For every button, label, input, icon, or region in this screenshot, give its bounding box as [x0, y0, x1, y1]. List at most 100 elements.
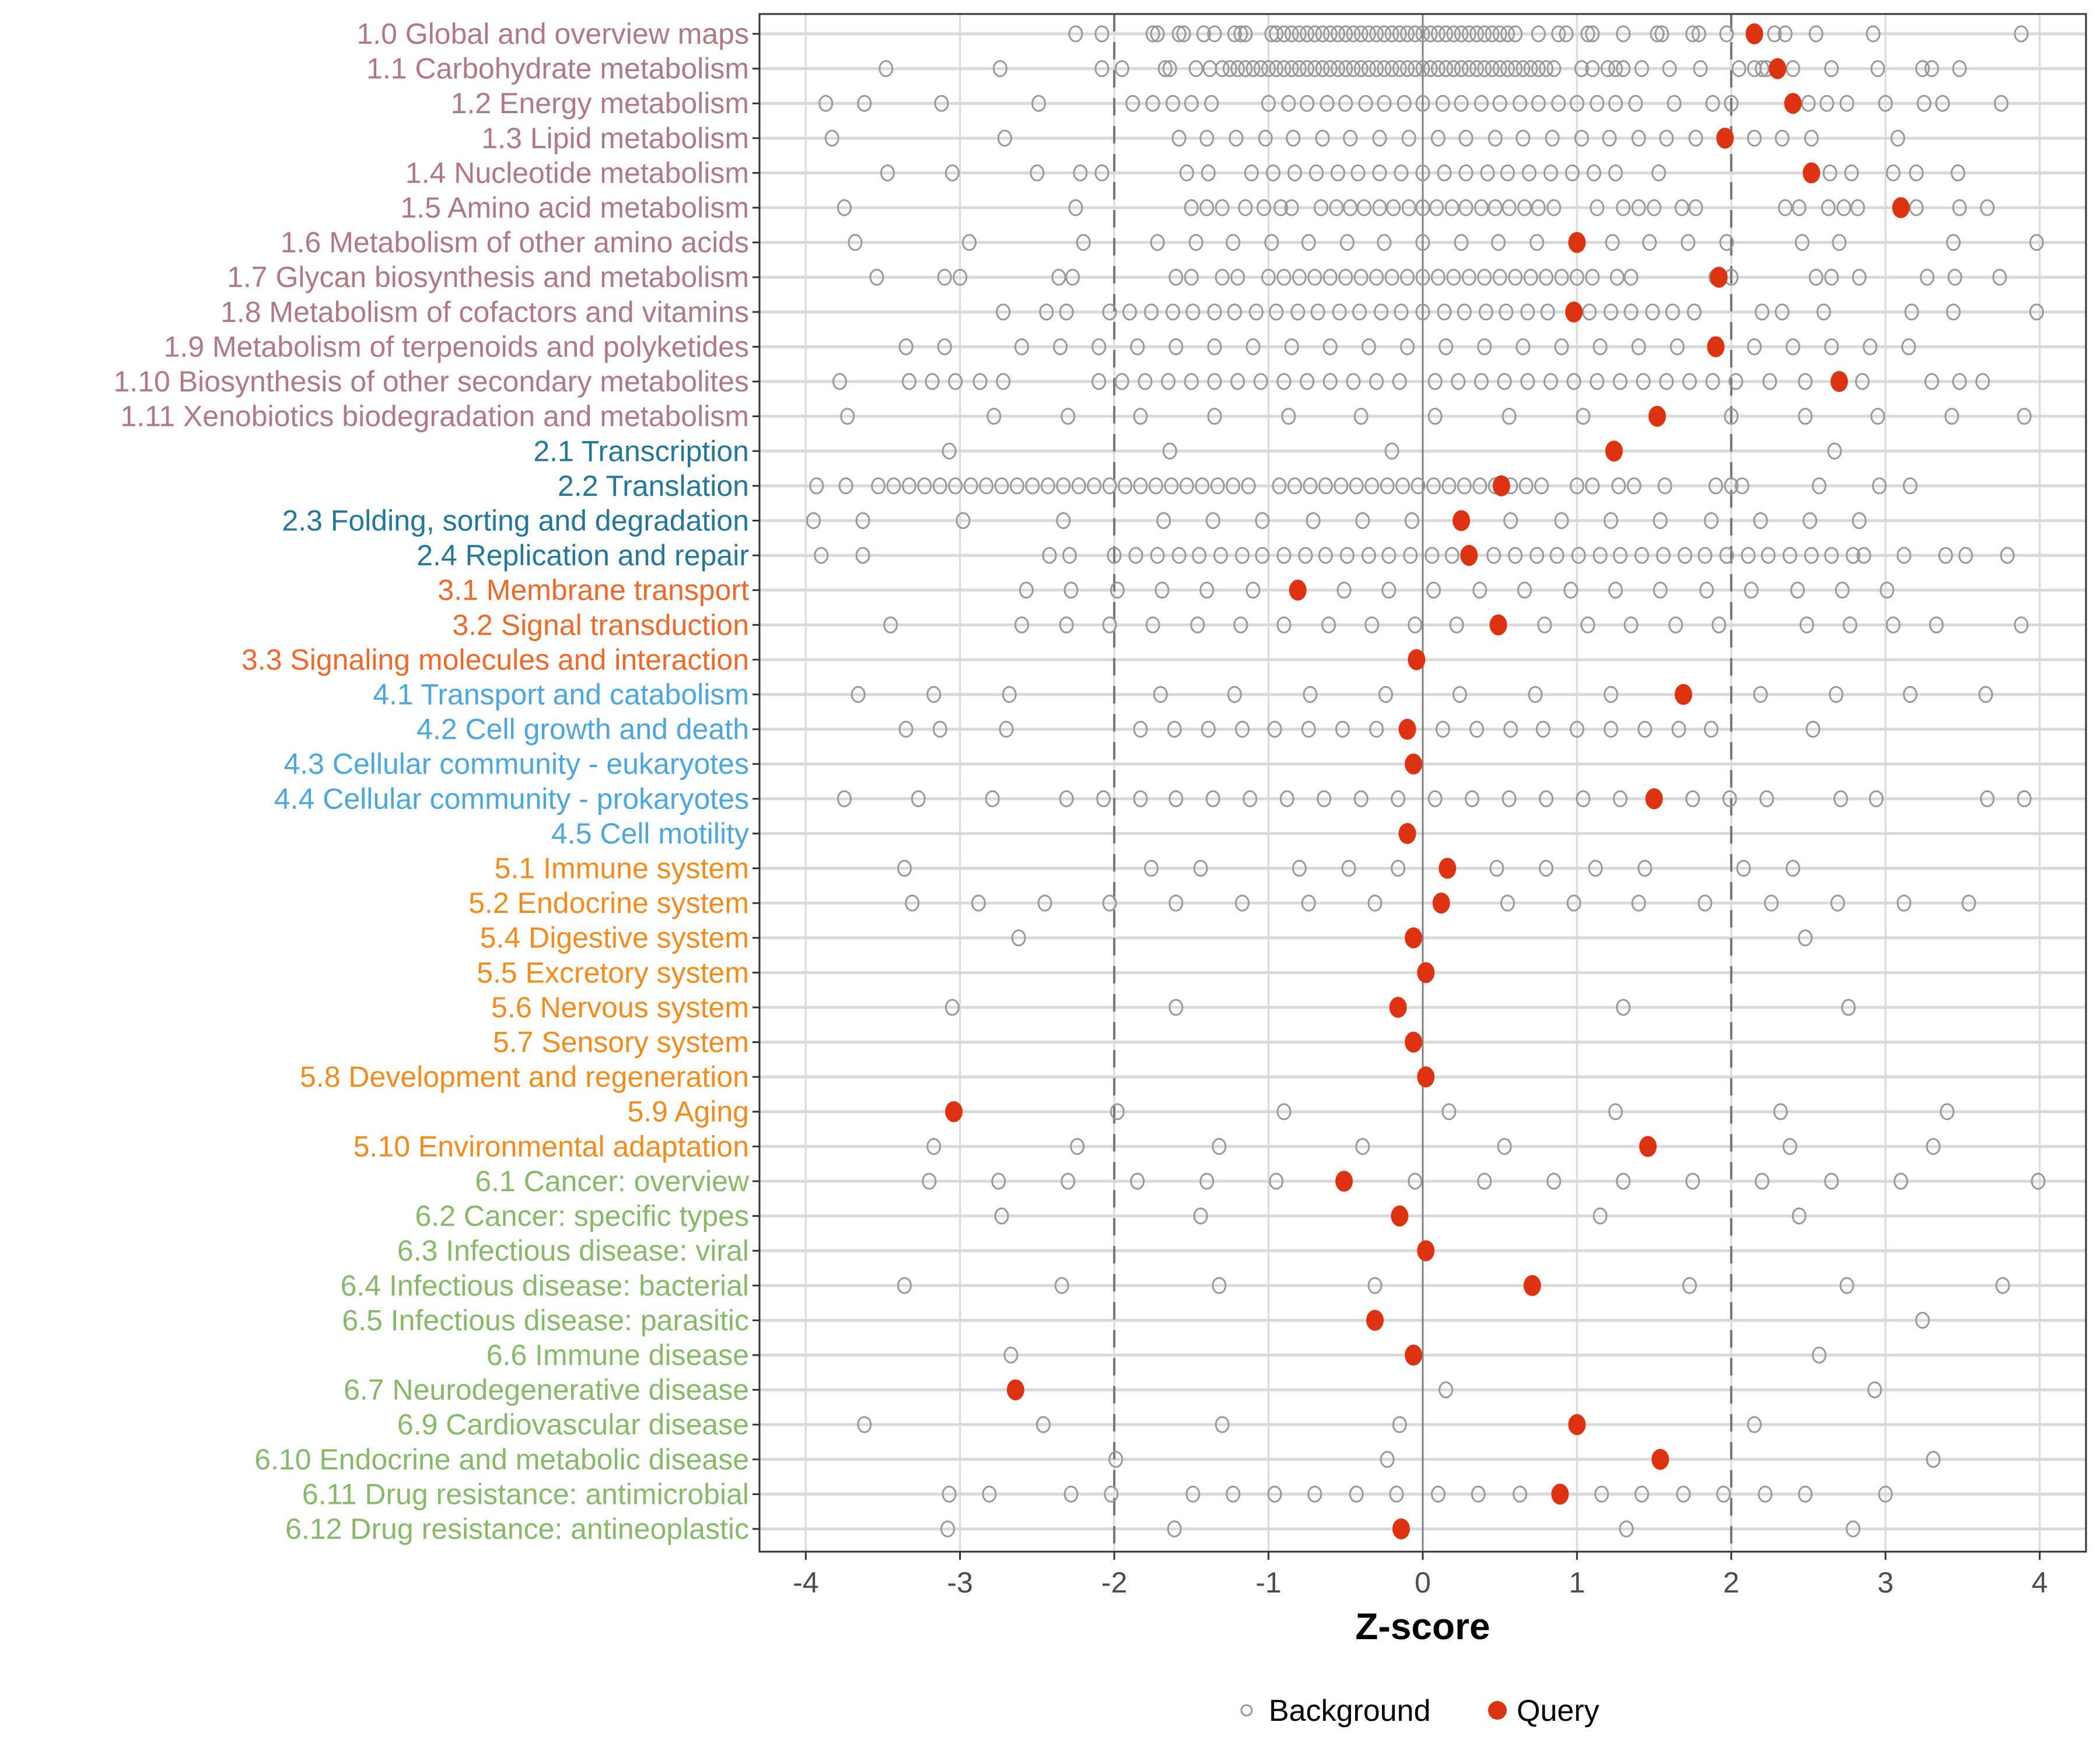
background-point [1309, 164, 1324, 181]
background-point [1530, 234, 1545, 251]
background-point [1674, 199, 1689, 216]
y-tick-label: 4.5 Cell motility [551, 817, 749, 850]
background-point [1716, 1485, 1731, 1503]
background-point [1608, 582, 1623, 599]
background-point [1753, 685, 1768, 703]
background-point [1741, 547, 1756, 564]
background-point [1585, 60, 1600, 78]
background-point [1992, 268, 2007, 286]
background-point [1253, 60, 1268, 78]
background-point [1276, 25, 1292, 43]
background-point [1868, 790, 1884, 807]
background-point [1384, 60, 1399, 78]
background-point [1824, 338, 1839, 355]
background-point [1408, 60, 1423, 78]
background-point [1059, 616, 1074, 634]
background-point [1774, 303, 1790, 321]
background-point [1130, 1172, 1145, 1190]
background-point [1469, 60, 1485, 78]
background-point [1157, 60, 1172, 78]
background-point [1516, 60, 1531, 78]
background-point [1415, 25, 1430, 43]
background-point [1391, 790, 1406, 807]
background-point [1256, 199, 1272, 216]
background-point [1688, 199, 1703, 216]
background-point [1791, 1208, 1807, 1225]
background-point [1712, 616, 1727, 634]
background-point [1060, 1172, 1076, 1190]
background-point [1824, 547, 1839, 564]
query-point [1405, 1031, 1423, 1053]
background-point [1353, 790, 1368, 807]
background-point [1392, 25, 1407, 43]
background-point [1724, 94, 1739, 112]
background-point [1952, 60, 1967, 78]
background-point [1130, 338, 1145, 355]
background-point [1150, 25, 1165, 43]
background-point [1540, 303, 1555, 321]
background-point [1353, 25, 1368, 43]
background-point [1104, 1485, 1119, 1503]
background-point [1958, 547, 1973, 564]
background-point [1438, 1381, 1454, 1399]
background-point [1612, 790, 1628, 807]
background-point [1435, 94, 1450, 112]
x-tick-label: -1 [1255, 1566, 1281, 1599]
background-point [1222, 60, 1237, 78]
background-point [1400, 60, 1415, 78]
query-points [945, 23, 1910, 1539]
background-point [1207, 303, 1222, 321]
background-point [1623, 303, 1639, 321]
background-point [1269, 1172, 1284, 1190]
background-point [1590, 373, 1605, 390]
background-point [1500, 164, 1515, 181]
background-point [942, 442, 957, 460]
y-tick-label: 6.9 Cardiovascular disease [397, 1408, 749, 1441]
query-point [1523, 1275, 1541, 1296]
background-point [1355, 1138, 1370, 1155]
background-point [1266, 164, 1281, 181]
query-point [1492, 475, 1510, 496]
background-point [1355, 512, 1370, 529]
background-point [1747, 338, 1762, 355]
background-point [932, 720, 947, 738]
background-point [1662, 60, 1677, 78]
background-point [1036, 1416, 1051, 1433]
background-point [1867, 1381, 1882, 1399]
background-point [1408, 616, 1423, 634]
query-point [1366, 1310, 1384, 1331]
background-point [1773, 1103, 1788, 1121]
background-point [1051, 268, 1066, 286]
background-point [1059, 303, 1074, 321]
y-tick-label: 6.7 Neurodegenerative disease [344, 1374, 749, 1406]
background-point [1133, 477, 1148, 495]
background-point [1353, 268, 1368, 286]
background-point [1369, 373, 1384, 390]
background-point [1665, 303, 1680, 321]
background-point [1403, 547, 1418, 564]
background-point [1188, 60, 1203, 78]
background-point [1318, 547, 1333, 564]
background-point [1415, 199, 1430, 216]
background-point [1747, 130, 1762, 147]
x-tick-label: 1 [1569, 1566, 1586, 1599]
background-point [1367, 894, 1382, 912]
background-point [1656, 547, 1671, 564]
background-point [1894, 1172, 1909, 1190]
background-point [1192, 547, 1207, 564]
background-point [1623, 268, 1639, 286]
background-point [1438, 338, 1454, 355]
background-point [1523, 268, 1538, 286]
background-point [1381, 547, 1396, 564]
background-point [1938, 547, 1953, 564]
background-point [1786, 60, 1801, 78]
y-tick-label: 4.2 Cell growth and death [416, 713, 749, 746]
query-point [1745, 23, 1763, 44]
background-point [1276, 268, 1292, 286]
background-point [1631, 199, 1646, 216]
background-point [1384, 25, 1399, 43]
background-point [1535, 720, 1550, 738]
background-point [2031, 1172, 2046, 1190]
background-point [1929, 616, 1944, 634]
